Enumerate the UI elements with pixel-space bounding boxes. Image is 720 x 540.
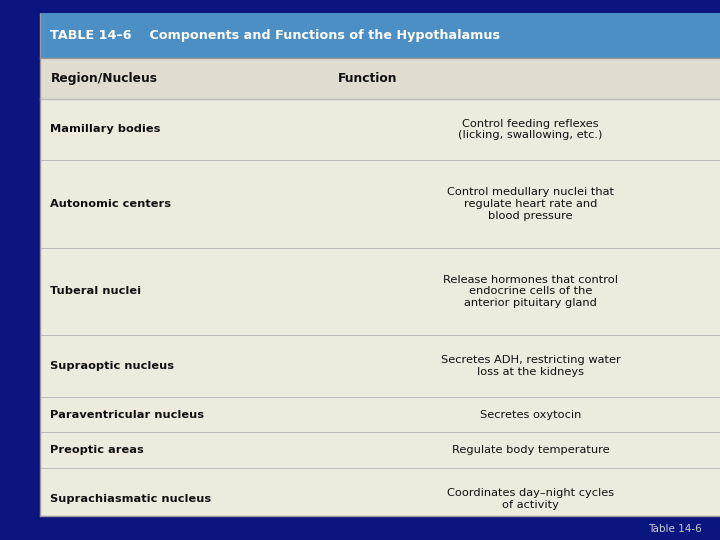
Text: Function: Function — [338, 72, 397, 85]
Text: Tuberal nuclei: Tuberal nuclei — [50, 286, 142, 296]
Text: Regulate body temperature: Regulate body temperature — [452, 445, 609, 455]
Text: Control feeding reflexes
(licking, swallowing, etc.): Control feeding reflexes (licking, swall… — [459, 119, 603, 140]
Text: Secretes oxytocin: Secretes oxytocin — [480, 409, 581, 420]
Text: Supraoptic nucleus: Supraoptic nucleus — [50, 361, 174, 371]
Text: Suprachiasmatic nucleus: Suprachiasmatic nucleus — [50, 494, 212, 504]
Text: Control medullary nuclei that
regulate heart rate and
blood pressure: Control medullary nuclei that regulate h… — [447, 187, 614, 220]
Text: Preoptic areas: Preoptic areas — [50, 445, 144, 455]
Text: TABLE 14–6    Components and Functions of the Hypothalamus: TABLE 14–6 Components and Functions of t… — [50, 29, 500, 42]
Text: Table 14-6: Table 14-6 — [648, 523, 702, 534]
Text: Secretes ADH, restricting water
loss at the kidneys: Secretes ADH, restricting water loss at … — [441, 355, 621, 377]
Text: Mamillary bodies: Mamillary bodies — [50, 124, 161, 134]
Text: Autonomic centers: Autonomic centers — [50, 199, 171, 209]
Bar — [40, 58, 720, 99]
Bar — [40, 58, 720, 516]
Text: Release hormones that control
endocrine cells of the
anterior pituitary gland: Release hormones that control endocrine … — [443, 275, 618, 308]
Text: Region/Nucleus: Region/Nucleus — [50, 72, 158, 85]
Bar — [40, 14, 720, 58]
Text: Paraventricular nucleus: Paraventricular nucleus — [50, 409, 204, 420]
Text: Coordinates day–night cycles
of activity: Coordinates day–night cycles of activity — [447, 488, 614, 510]
